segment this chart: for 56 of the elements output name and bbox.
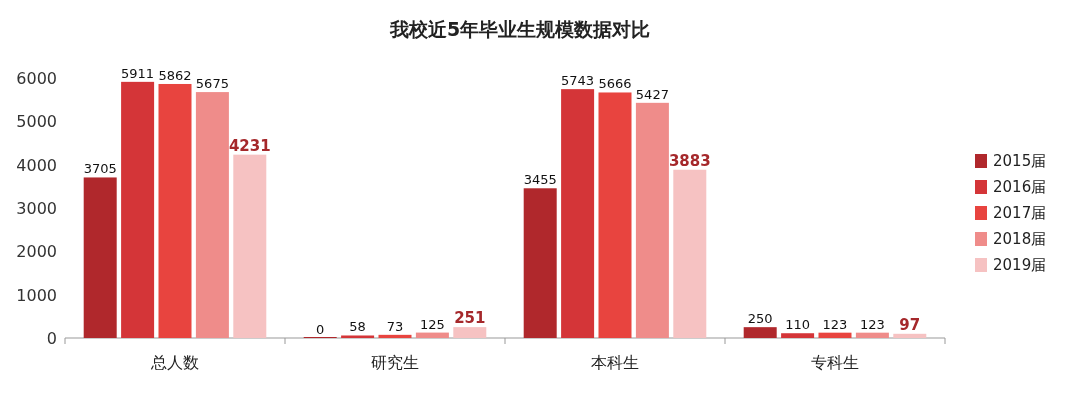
data-label: 5743 (561, 73, 595, 89)
data-label: 58 (349, 319, 366, 335)
legend-label: 2015届 (993, 152, 1047, 170)
data-label: 73 (386, 318, 404, 334)
bar (743, 327, 777, 338)
data-label: 0 (316, 322, 325, 337)
data-label: 5862 (158, 67, 192, 83)
y-tick-label: 2000 (16, 242, 57, 262)
bar (818, 332, 852, 338)
data-label: 5666 (598, 76, 632, 92)
bar (855, 332, 889, 338)
bar (158, 83, 192, 338)
x-tick-label: 专科生 (811, 353, 859, 372)
bar (453, 327, 487, 338)
bar (121, 81, 155, 338)
bar (673, 169, 707, 338)
data-label: 5675 (195, 76, 229, 92)
y-tick-label: 4000 (16, 155, 57, 175)
legend-label: 2017届 (993, 204, 1047, 222)
data-label: 5911 (121, 65, 155, 81)
legend-label: 2016届 (993, 178, 1047, 196)
bar (195, 92, 229, 338)
data-label: 251 (454, 309, 486, 328)
bar (341, 335, 375, 338)
data-label: 5427 (635, 86, 669, 102)
data-label: 3883 (668, 151, 711, 170)
x-tick-label: 总人数 (150, 353, 199, 372)
data-label: 123 (859, 316, 885, 332)
data-label: 4231 (228, 136, 271, 155)
data-label: 3455 (523, 172, 557, 188)
bar (598, 92, 632, 338)
bar (415, 332, 449, 338)
legend-label: 2019届 (993, 256, 1047, 274)
y-tick-label: 0 (46, 329, 57, 348)
data-label: 123 (822, 316, 848, 332)
x-tick-label: 研究生 (371, 353, 419, 372)
bar (378, 334, 412, 338)
chart-title: 我校近5年毕业生规模数据对比 (388, 18, 651, 40)
bar (561, 89, 595, 338)
data-label: 97 (899, 315, 921, 334)
bar (233, 154, 267, 338)
data-label: 3705 (83, 161, 117, 177)
data-label: 110 (785, 317, 811, 333)
y-tick-label: 6000 (16, 69, 57, 88)
legend-label: 2018届 (993, 230, 1047, 248)
bar (781, 333, 815, 338)
y-tick-label: 1000 (16, 285, 57, 305)
bar (635, 102, 669, 338)
bar (83, 177, 117, 338)
data-label: 250 (747, 311, 773, 327)
y-tick-label: 5000 (16, 112, 57, 132)
x-tick-label: 本科生 (591, 353, 639, 372)
y-tick-label: 3000 (16, 199, 57, 218)
bar (523, 188, 557, 338)
bar (893, 333, 927, 338)
data-label: 125 (419, 316, 445, 332)
